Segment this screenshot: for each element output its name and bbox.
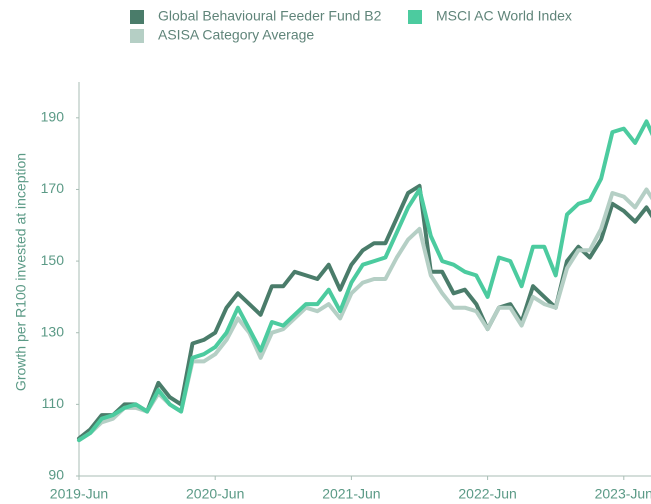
y-tick-label: 110 xyxy=(42,395,65,411)
y-tick-label: 130 xyxy=(41,323,65,339)
legend-swatch xyxy=(408,10,422,24)
x-tick-label: 2019-Jun xyxy=(50,486,108,502)
y-tick-label: 190 xyxy=(41,109,65,125)
x-tick-label: 2020-Jun xyxy=(186,486,244,502)
legend-label: Global Behavioural Feeder Fund B2 xyxy=(158,8,382,24)
legend-label: MSCI AC World Index xyxy=(436,8,572,24)
y-tick-label: 170 xyxy=(41,180,65,196)
y-tick-label: 90 xyxy=(48,467,64,483)
series-line xyxy=(77,119,651,443)
legend-swatch xyxy=(130,10,144,24)
x-tick-label: 2022-Jun xyxy=(458,486,516,502)
y-tick-label: 150 xyxy=(41,252,65,268)
x-tick-label: 2023-Jun xyxy=(595,486,651,502)
y-axis-label: Growth per R100 invested at inception xyxy=(13,153,29,391)
legend-label: ASISA Category Average xyxy=(158,27,314,43)
legend-swatch xyxy=(130,29,144,43)
x-tick-label: 2021-Jun xyxy=(322,486,380,502)
